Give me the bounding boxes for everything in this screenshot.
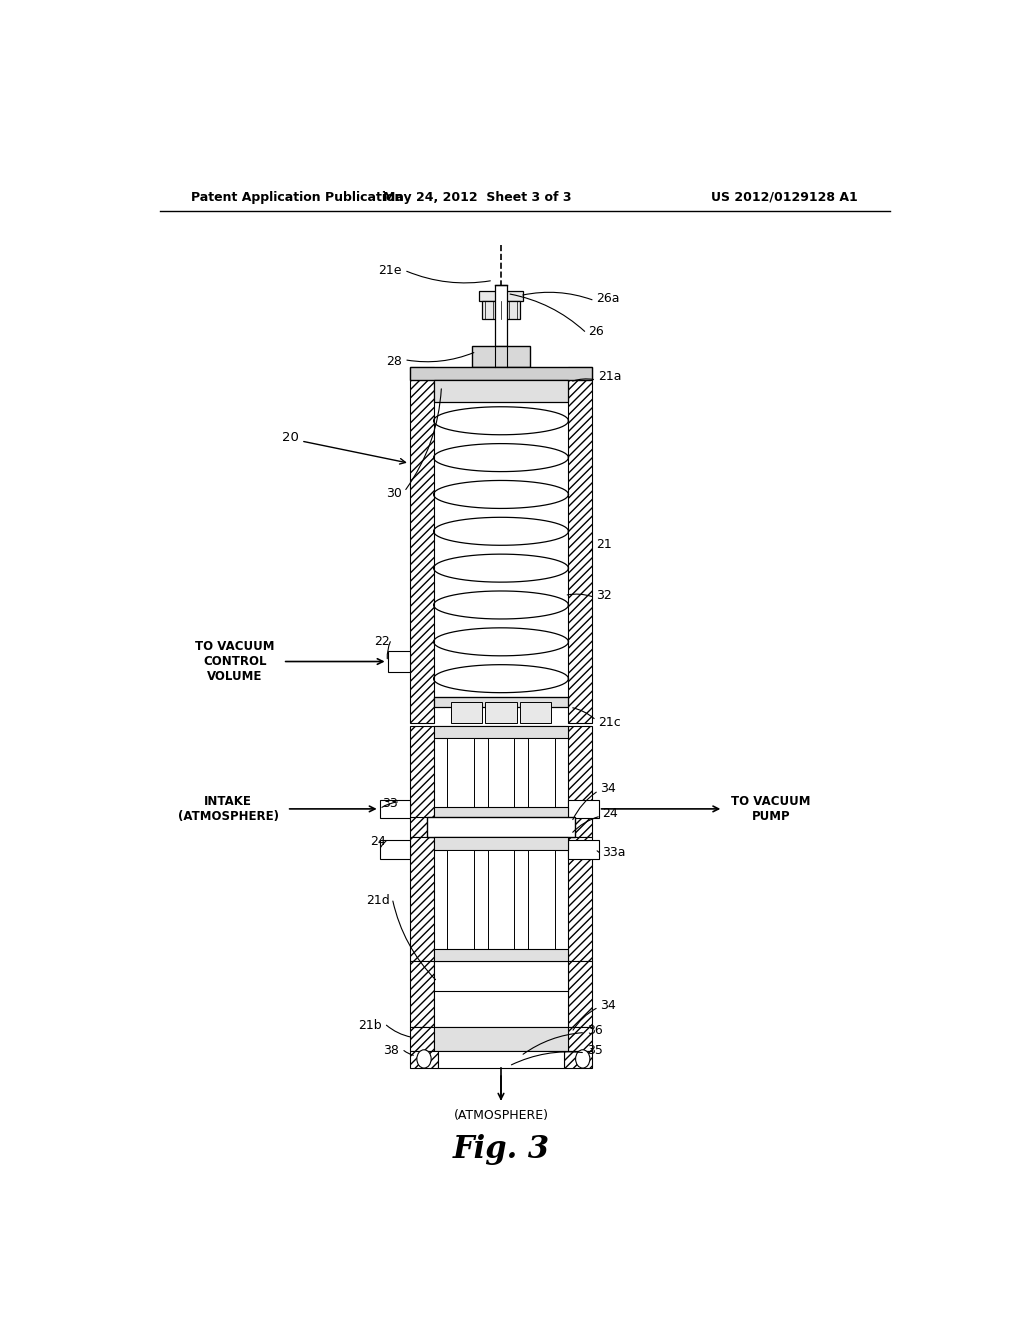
Text: 38: 38 <box>384 1044 399 1057</box>
Text: 33a: 33a <box>602 846 626 859</box>
Text: 26a: 26a <box>596 292 620 305</box>
Bar <box>485 702 516 722</box>
Bar <box>447 850 474 949</box>
Bar <box>528 738 555 807</box>
Bar <box>433 807 568 818</box>
Bar <box>563 1051 592 1068</box>
Bar <box>487 850 514 949</box>
Bar <box>410 367 592 380</box>
Text: 21a: 21a <box>598 371 622 383</box>
Text: 21: 21 <box>596 539 612 552</box>
Text: 21d: 21d <box>367 894 390 907</box>
Bar <box>410 1051 438 1068</box>
Text: TO VACUUM
PUMP: TO VACUUM PUMP <box>731 795 811 822</box>
Text: 36: 36 <box>587 1024 602 1038</box>
Bar <box>568 841 599 859</box>
Circle shape <box>575 1049 590 1068</box>
Text: 28: 28 <box>386 355 401 368</box>
Bar <box>482 301 520 319</box>
Text: (ATMOSPHERE): (ATMOSPHERE) <box>454 1109 549 1122</box>
Text: 21b: 21b <box>358 1019 382 1032</box>
Text: 26: 26 <box>588 325 604 338</box>
Bar <box>433 949 568 961</box>
Bar <box>451 702 482 722</box>
Text: 33: 33 <box>382 797 397 810</box>
Bar <box>472 346 529 367</box>
Bar <box>380 800 410 818</box>
Bar <box>410 837 433 961</box>
Bar <box>447 738 474 807</box>
Bar <box>568 961 592 1027</box>
Bar <box>495 285 507 346</box>
Text: 35: 35 <box>587 1044 602 1057</box>
Bar <box>479 290 523 301</box>
Bar <box>410 367 433 722</box>
Text: 30: 30 <box>386 487 401 500</box>
Text: 32: 32 <box>596 589 612 602</box>
Bar <box>487 738 514 807</box>
Bar <box>433 837 568 850</box>
Text: 34: 34 <box>600 781 616 795</box>
Bar <box>433 726 568 738</box>
Text: 24: 24 <box>602 808 618 821</box>
Text: INTAKE
(ATMOSPHERE): INTAKE (ATMOSPHERE) <box>178 795 279 822</box>
Bar <box>410 961 433 1027</box>
Bar <box>568 367 592 722</box>
Circle shape <box>417 1049 431 1068</box>
Bar <box>410 1027 433 1051</box>
Bar <box>380 841 410 859</box>
Bar <box>528 850 555 949</box>
Bar <box>568 726 592 818</box>
Text: TO VACUUM
CONTROL
VOLUME: TO VACUUM CONTROL VOLUME <box>196 640 274 682</box>
Text: 24: 24 <box>370 836 386 847</box>
Text: 22: 22 <box>374 635 390 648</box>
Bar <box>438 1051 563 1068</box>
Bar <box>410 817 440 837</box>
Text: May 24, 2012  Sheet 3 of 3: May 24, 2012 Sheet 3 of 3 <box>383 190 571 203</box>
Bar <box>568 837 592 961</box>
Bar <box>410 726 433 818</box>
Bar <box>433 1027 568 1051</box>
Bar <box>568 800 599 818</box>
Text: 21e: 21e <box>378 264 401 277</box>
Text: Patent Application Publication: Patent Application Publication <box>191 190 403 203</box>
Bar <box>433 961 568 1027</box>
Text: Fig. 3: Fig. 3 <box>453 1134 550 1164</box>
Bar <box>520 702 551 722</box>
Bar <box>568 1027 592 1051</box>
Text: 20: 20 <box>282 432 299 445</box>
Text: US 2012/0129128 A1: US 2012/0129128 A1 <box>712 190 858 203</box>
Bar <box>427 817 574 837</box>
Text: 34: 34 <box>600 998 616 1011</box>
Bar <box>562 817 592 837</box>
Bar <box>433 380 568 403</box>
Bar <box>433 697 568 708</box>
Bar <box>387 651 410 672</box>
Text: 21c: 21c <box>598 715 621 729</box>
